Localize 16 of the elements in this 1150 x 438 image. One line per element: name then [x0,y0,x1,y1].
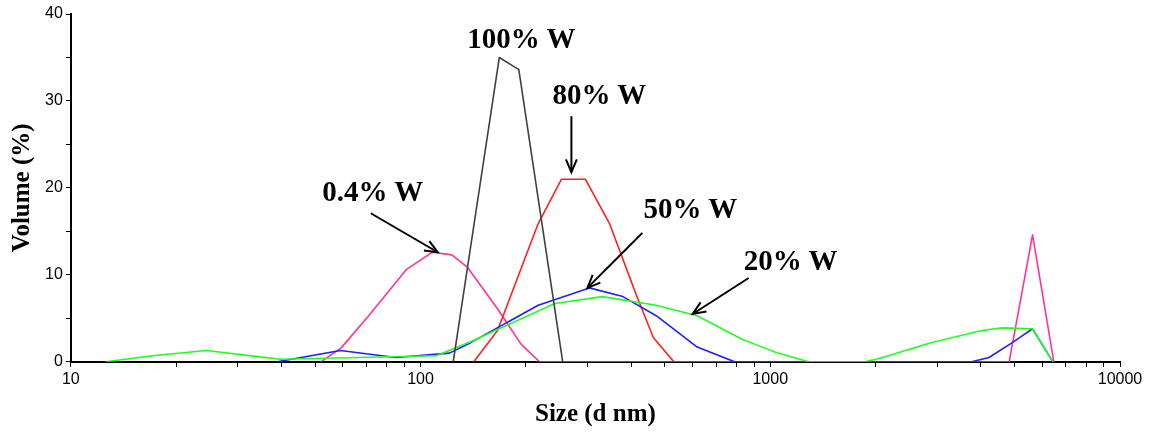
annotation: 100% W [467,21,576,54]
x-axis-title: Size (d nm) [534,399,656,428]
annotation: 0.4% W [322,174,424,207]
annotation: 80% W [552,77,647,110]
x-tick-label: 100 [407,369,434,387]
y-tick-label: 30 [45,91,63,109]
y-tick-label: 40 [45,4,63,22]
annotation: 20% W [743,244,838,277]
y-tick-label: 10 [45,265,63,283]
y-tick-label: 0 [53,352,63,370]
y-axis-title: Volume (%) [7,123,36,253]
x-tick-label: 10000 [1097,369,1143,387]
x-tick-label: 1000 [752,369,789,387]
x-tick-label: 10 [61,369,80,387]
annotation: 50% W [643,192,738,225]
y-tick-label: 20 [45,178,63,196]
